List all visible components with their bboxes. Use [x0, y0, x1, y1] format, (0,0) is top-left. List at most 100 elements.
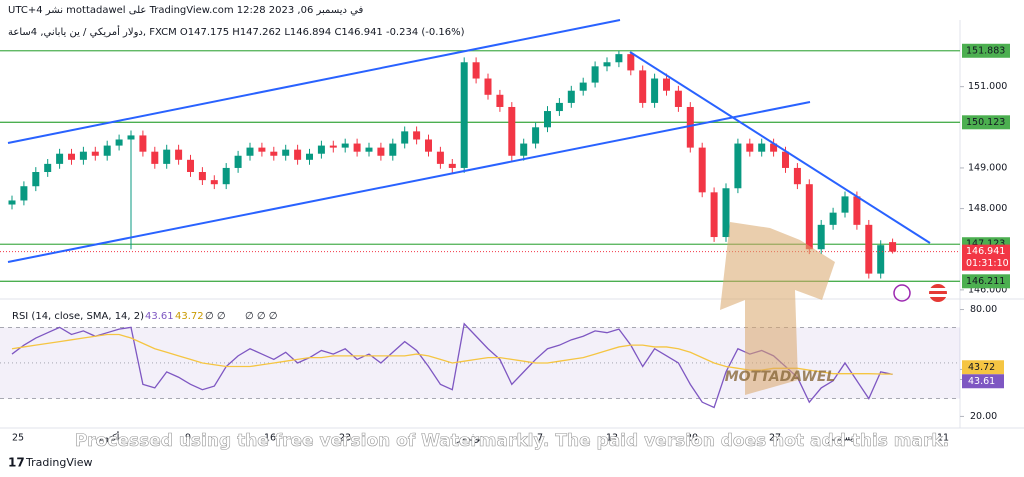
candle-body: [163, 149, 171, 164]
candle-body: [32, 172, 40, 187]
value-box: [962, 374, 1004, 389]
indicator-value: 43.61: [145, 311, 174, 322]
candle-body: [151, 151, 159, 164]
x-tick-label: 27: [769, 433, 781, 444]
level-label-box: [962, 115, 1010, 130]
candle-body: [115, 139, 123, 146]
candle-body: [282, 149, 290, 156]
candle-body: [222, 167, 230, 185]
candle-body: [353, 143, 361, 152]
candle-body: [306, 153, 313, 160]
candle-body: [508, 106, 516, 156]
candle-body: [448, 163, 456, 168]
value-label: 43.61: [968, 376, 995, 387]
indicator-status: ∅ ∅ ∅: [245, 311, 278, 322]
level-label: 147.123: [966, 239, 1005, 250]
x-tick-label: 7: [537, 433, 543, 444]
candle-body: [853, 196, 861, 225]
candle-body: [639, 70, 647, 103]
level-label-box: [962, 274, 1010, 289]
candle-body: [686, 106, 694, 148]
candle-body: [91, 151, 99, 156]
candle-body: [758, 143, 766, 152]
candle-body: [889, 242, 897, 252]
indicator-value: 43.72: [175, 311, 204, 322]
candle-body: [651, 78, 659, 103]
last-price-label: 146.941: [966, 246, 1005, 257]
candle-body: [532, 127, 540, 144]
candle-body: [56, 153, 64, 164]
event-icon[interactable]: [893, 284, 911, 302]
candle-body: [746, 143, 754, 152]
footer-logo: TradingView: [25, 456, 92, 469]
x-tick-label: 20: [686, 433, 698, 444]
symbol-legend: دولار أمريكي / ين ياباني, 4ساعة, FXCM O1…: [8, 25, 465, 38]
y-tick-label: 149.000: [968, 162, 1007, 173]
candle-body: [258, 147, 266, 152]
candle-body: [317, 145, 325, 154]
candle-body: [234, 155, 242, 168]
candle-body: [79, 151, 87, 160]
candle-body: [425, 139, 432, 152]
candle-body: [329, 145, 337, 148]
candle-body: [460, 62, 468, 168]
flag-stripe: [929, 288, 947, 291]
candle-body: [567, 90, 575, 103]
header-publish: UTC+4 نشر mottadawel على TradingView.com…: [8, 5, 363, 16]
candle-body: [591, 66, 599, 83]
footer-logo-mark: 17: [8, 456, 25, 470]
candle-body: [44, 163, 52, 173]
candle-body: [829, 212, 837, 225]
y-tick-label: 80.00: [970, 304, 997, 315]
candle-body: [294, 149, 302, 160]
candle-body: [496, 94, 504, 107]
candle-body: [877, 245, 885, 274]
candle-body: [127, 135, 135, 140]
candle-body: [817, 224, 825, 250]
candle-body: [377, 147, 385, 156]
candle-body: [103, 145, 111, 156]
x-tick-label: نوفمبر: [456, 433, 483, 444]
watermark-text: Processed using the free version of Wate…: [75, 431, 949, 451]
candle-body: [770, 143, 778, 152]
trend-line: [629, 51, 931, 244]
candle-body: [413, 131, 421, 140]
candle-body: [710, 192, 718, 238]
candle-body: [663, 78, 670, 91]
flag-icon[interactable]: [929, 284, 947, 302]
candle-body: [579, 82, 587, 91]
candle-body: [20, 186, 28, 201]
indicator-title: RSI (14, close, SMA, 14, 2): [12, 311, 144, 322]
candle-body: [674, 90, 682, 107]
candle-body: [627, 54, 635, 71]
candle-body: [841, 196, 849, 213]
candle-body: [805, 184, 813, 250]
level-label: 150.123: [966, 117, 1005, 128]
y-tick-label: 146.000: [968, 284, 1007, 295]
candle-body: [722, 188, 730, 238]
candle-body: [270, 151, 278, 156]
last-price-box: [962, 244, 1010, 271]
candle-body: [341, 143, 349, 148]
trend-line: [7, 101, 811, 263]
x-tick-label: 23: [339, 433, 351, 444]
candle-body: [246, 147, 254, 156]
candle-body: [793, 167, 801, 185]
candle-body: [389, 143, 397, 156]
level-label-box: [962, 43, 1010, 58]
candle-body: [615, 54, 623, 63]
y-tick-label: 148.000: [968, 203, 1007, 214]
candle-body: [187, 159, 194, 173]
candle-body: [210, 180, 218, 185]
level-label: 146.211: [966, 276, 1005, 287]
countdown-label: 01:31:10: [966, 258, 1009, 269]
x-tick-label: 9: [185, 433, 191, 444]
candle-body: [198, 172, 206, 181]
x-tick-label: 13: [606, 433, 618, 444]
candle-body: [472, 62, 480, 79]
candle-body: [555, 102, 563, 112]
candle-body: [484, 78, 492, 95]
candle-body: [175, 149, 183, 160]
